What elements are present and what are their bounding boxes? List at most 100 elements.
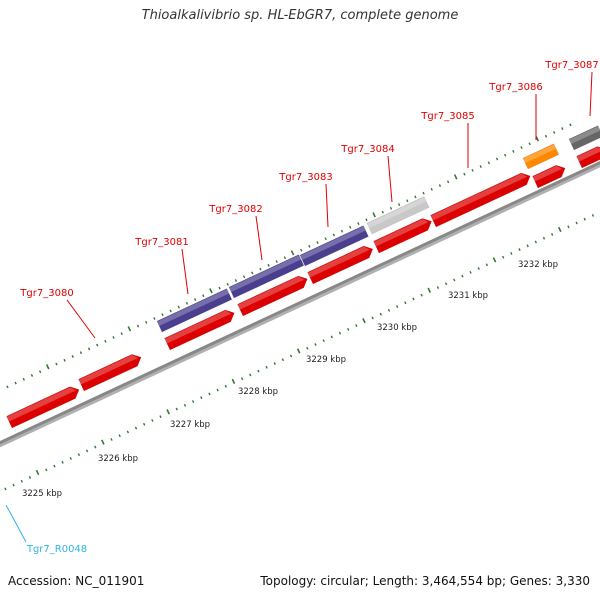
- gene-forward-9-shape[interactable]: [576, 146, 600, 169]
- gene-light-1[interactable]: [366, 196, 430, 235]
- gene-forward-1[interactable]: [6, 386, 80, 429]
- gene-forward-2-highlight: [78, 354, 138, 385]
- tick-mark: [145, 320, 148, 324]
- tick-mark: [324, 237, 327, 241]
- tick-mark: [175, 407, 178, 411]
- gene-forward-4-shape[interactable]: [237, 275, 308, 317]
- gene-orange-1-shape[interactable]: [522, 143, 560, 170]
- gene-label[interactable]: Tgr7_3080: [19, 288, 73, 299]
- gene-purple-2-shape[interactable]: [228, 254, 305, 299]
- gene-forward-8-shape[interactable]: [532, 164, 566, 189]
- gene-forward-9[interactable]: [576, 146, 600, 169]
- gene-label-leader: [66, 299, 96, 339]
- tick-mark: [209, 288, 213, 294]
- tick-mark: [96, 343, 99, 347]
- tick-mark: [281, 358, 285, 362]
- gene-forward-9-highlight: [576, 147, 600, 162]
- tick-mark: [430, 187, 433, 191]
- tick-mark: [14, 381, 17, 385]
- tick-mark: [444, 282, 448, 286]
- tick-mark: [542, 236, 546, 240]
- tick-mark: [290, 250, 295, 256]
- gene-forward-5-shape[interactable]: [307, 245, 374, 285]
- gene-label[interactable]: Tgr7_3085: [420, 111, 474, 122]
- gene-label[interactable]: Tgr7_3082: [208, 204, 262, 215]
- tick-mark: [112, 336, 115, 339]
- tick-mark: [502, 255, 505, 259]
- tick-mark: [412, 297, 415, 301]
- gene-label[interactable]: Tgr7_3086: [488, 82, 542, 93]
- gene-forward-3[interactable]: [164, 309, 235, 351]
- tick-mark: [159, 415, 162, 419]
- map-title: Thioalkalivibrio sp. HL-EbGR7, complete …: [141, 8, 459, 23]
- gene-orange-1[interactable]: [522, 143, 560, 170]
- gene-dark-1[interactable]: [568, 125, 600, 151]
- gene-purple-2-highlight: [229, 255, 302, 293]
- gene-orange-1-highlight: [523, 144, 557, 164]
- gene-label[interactable]: Tgr7_3084: [340, 144, 394, 155]
- tick-mark: [550, 232, 554, 236]
- tick-mark: [544, 134, 548, 138]
- gene-purple-3[interactable]: [299, 225, 369, 267]
- tick-mark: [469, 270, 472, 274]
- gene-label[interactable]: Tgr7_3081: [134, 237, 188, 248]
- gene-purple-1[interactable]: [156, 288, 233, 333]
- tick-mark: [316, 241, 319, 244]
- tick-mark: [495, 157, 499, 161]
- gene-purple-3-shape[interactable]: [299, 225, 369, 267]
- tick-mark: [561, 127, 564, 131]
- tick-mark: [234, 279, 238, 282]
- gene-forward-4-highlight: [237, 276, 305, 310]
- gene-forward-6-shape[interactable]: [373, 218, 432, 254]
- gene-forward-1-shape[interactable]: [6, 386, 80, 429]
- gene-forward-8[interactable]: [532, 164, 566, 189]
- tick-mark: [485, 263, 489, 267]
- gene-forward-2-shape[interactable]: [78, 354, 142, 392]
- gene-forward-7[interactable]: [430, 172, 531, 228]
- tick-mark: [38, 370, 42, 374]
- tick-mark: [569, 123, 572, 127]
- gene-forward-3-highlight: [164, 310, 232, 344]
- gene-forward-3-shape[interactable]: [164, 309, 235, 351]
- tick-mark: [583, 217, 586, 221]
- tick-mark: [143, 422, 146, 426]
- tick-mark: [267, 263, 270, 267]
- tick-mark: [330, 335, 334, 339]
- kbp-label: 3232 kbp: [518, 260, 558, 270]
- tick-mark: [308, 244, 311, 248]
- gene-label[interactable]: Tgr7_3083: [278, 172, 332, 183]
- gene-label-leader: [255, 215, 263, 261]
- tick-mark: [202, 294, 205, 298]
- tick-mark: [397, 203, 401, 206]
- tick-mark: [389, 206, 393, 210]
- gene-forward-2[interactable]: [78, 354, 142, 392]
- tick-mark: [35, 469, 40, 476]
- gene-label[interactable]: Tgr7_3087: [544, 60, 598, 71]
- gene-forward-7-shape[interactable]: [430, 172, 531, 228]
- gene-label-leader: [325, 183, 329, 228]
- tick-mark: [300, 248, 303, 252]
- gene-forward-4[interactable]: [237, 275, 308, 317]
- gene-forward-5[interactable]: [307, 245, 374, 285]
- tick-mark: [575, 221, 578, 225]
- tick-mark: [200, 396, 203, 400]
- tick-mark: [273, 362, 276, 365]
- gene-label-leader: [589, 71, 593, 117]
- rna-label-leader: [5, 504, 27, 543]
- tick-mark: [71, 355, 74, 358]
- tick-mark: [322, 339, 325, 343]
- tick-mark: [127, 326, 132, 332]
- tick-mark: [446, 180, 450, 184]
- gene-light-1-shape[interactable]: [366, 196, 430, 235]
- gene-forward-6[interactable]: [373, 218, 432, 254]
- gene-forward-5-highlight: [307, 246, 370, 278]
- tick-mark: [347, 327, 350, 331]
- tick-mark: [314, 343, 317, 346]
- tick-mark: [438, 184, 442, 188]
- rna-label[interactable]: Tgr7_R0048: [26, 544, 87, 555]
- gene-purple-2[interactable]: [228, 254, 305, 299]
- gene-label-leader: [387, 155, 393, 203]
- gene-dark-1-shape[interactable]: [568, 125, 600, 151]
- gene-purple-1-shape[interactable]: [156, 288, 233, 333]
